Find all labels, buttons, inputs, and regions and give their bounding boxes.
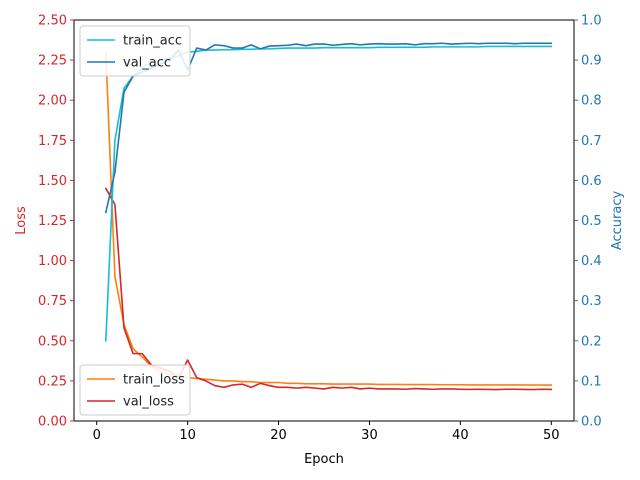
- right-y-tick-label: 0.2: [581, 334, 602, 349]
- right-y-tick-label: 0.6: [581, 174, 602, 189]
- left-y-tick-label: 1.25: [38, 214, 67, 229]
- legend-frame: [79, 25, 191, 77]
- right-y-tick-label: 1.0: [581, 14, 602, 29]
- left-y-tick-label: 1.50: [38, 174, 67, 189]
- x-tick-label: 40: [452, 428, 469, 443]
- right-y-tick-label: 0.5: [581, 214, 602, 229]
- x-tick-label: 0: [93, 428, 101, 443]
- right-y-tick-label: 0.8: [581, 94, 602, 109]
- right-y-tick-label: 0.1: [581, 374, 602, 389]
- left-y-tick-label: 0.75: [38, 294, 67, 309]
- right-y-tick-label: 0.3: [581, 294, 602, 309]
- left-y-tick-label: 1.75: [38, 134, 67, 149]
- right-y-tick-label: 0.4: [581, 254, 602, 269]
- legend-label-val-loss: val_loss: [123, 395, 174, 410]
- left-y-tick-label: 2.50: [38, 14, 67, 29]
- legend-accuracy: train_acc val_acc: [79, 25, 191, 77]
- x-tick-label: 50: [543, 428, 560, 443]
- legend-label-val-acc: val_acc: [123, 56, 171, 71]
- right-y-tick-label: 0.9: [581, 54, 602, 69]
- x-tick-label: 10: [179, 428, 196, 443]
- left-y-tick-label: 2.00: [38, 94, 67, 109]
- legends: train_acc val_acc train_loss val_loss: [79, 25, 191, 416]
- x-axis-title: Epoch: [304, 452, 344, 467]
- left-y-tick-label: 2.25: [38, 54, 67, 69]
- left-y-tick-label: 0.50: [38, 334, 67, 349]
- left-y-tick-label: 1.00: [38, 254, 67, 269]
- x-tick-label: 20: [270, 428, 287, 443]
- legend-label-train-loss: train_loss: [123, 373, 185, 388]
- x-tick-label: 30: [361, 428, 378, 443]
- legend-frame: [79, 364, 191, 416]
- legend-label-train-acc: train_acc: [123, 34, 182, 49]
- legend-loss: train_loss val_loss: [79, 364, 191, 416]
- left-y-tick-label: 0.00: [38, 415, 67, 430]
- left-y-tick-label: 0.25: [38, 374, 67, 389]
- plot-area: [74, 20, 574, 421]
- right-y-tick-label: 0.0: [581, 415, 602, 430]
- right-y-axis-title: Accuracy: [610, 191, 625, 251]
- left-y-axis-title: Loss: [14, 206, 29, 235]
- axes: 0 10 20 30 40 50 0.00 0.25 0.50 0.75 1.00 1.25 1.50 1…: [38, 14, 602, 444]
- plot-background: [74, 20, 574, 421]
- right-y-tick-label: 0.7: [581, 134, 602, 149]
